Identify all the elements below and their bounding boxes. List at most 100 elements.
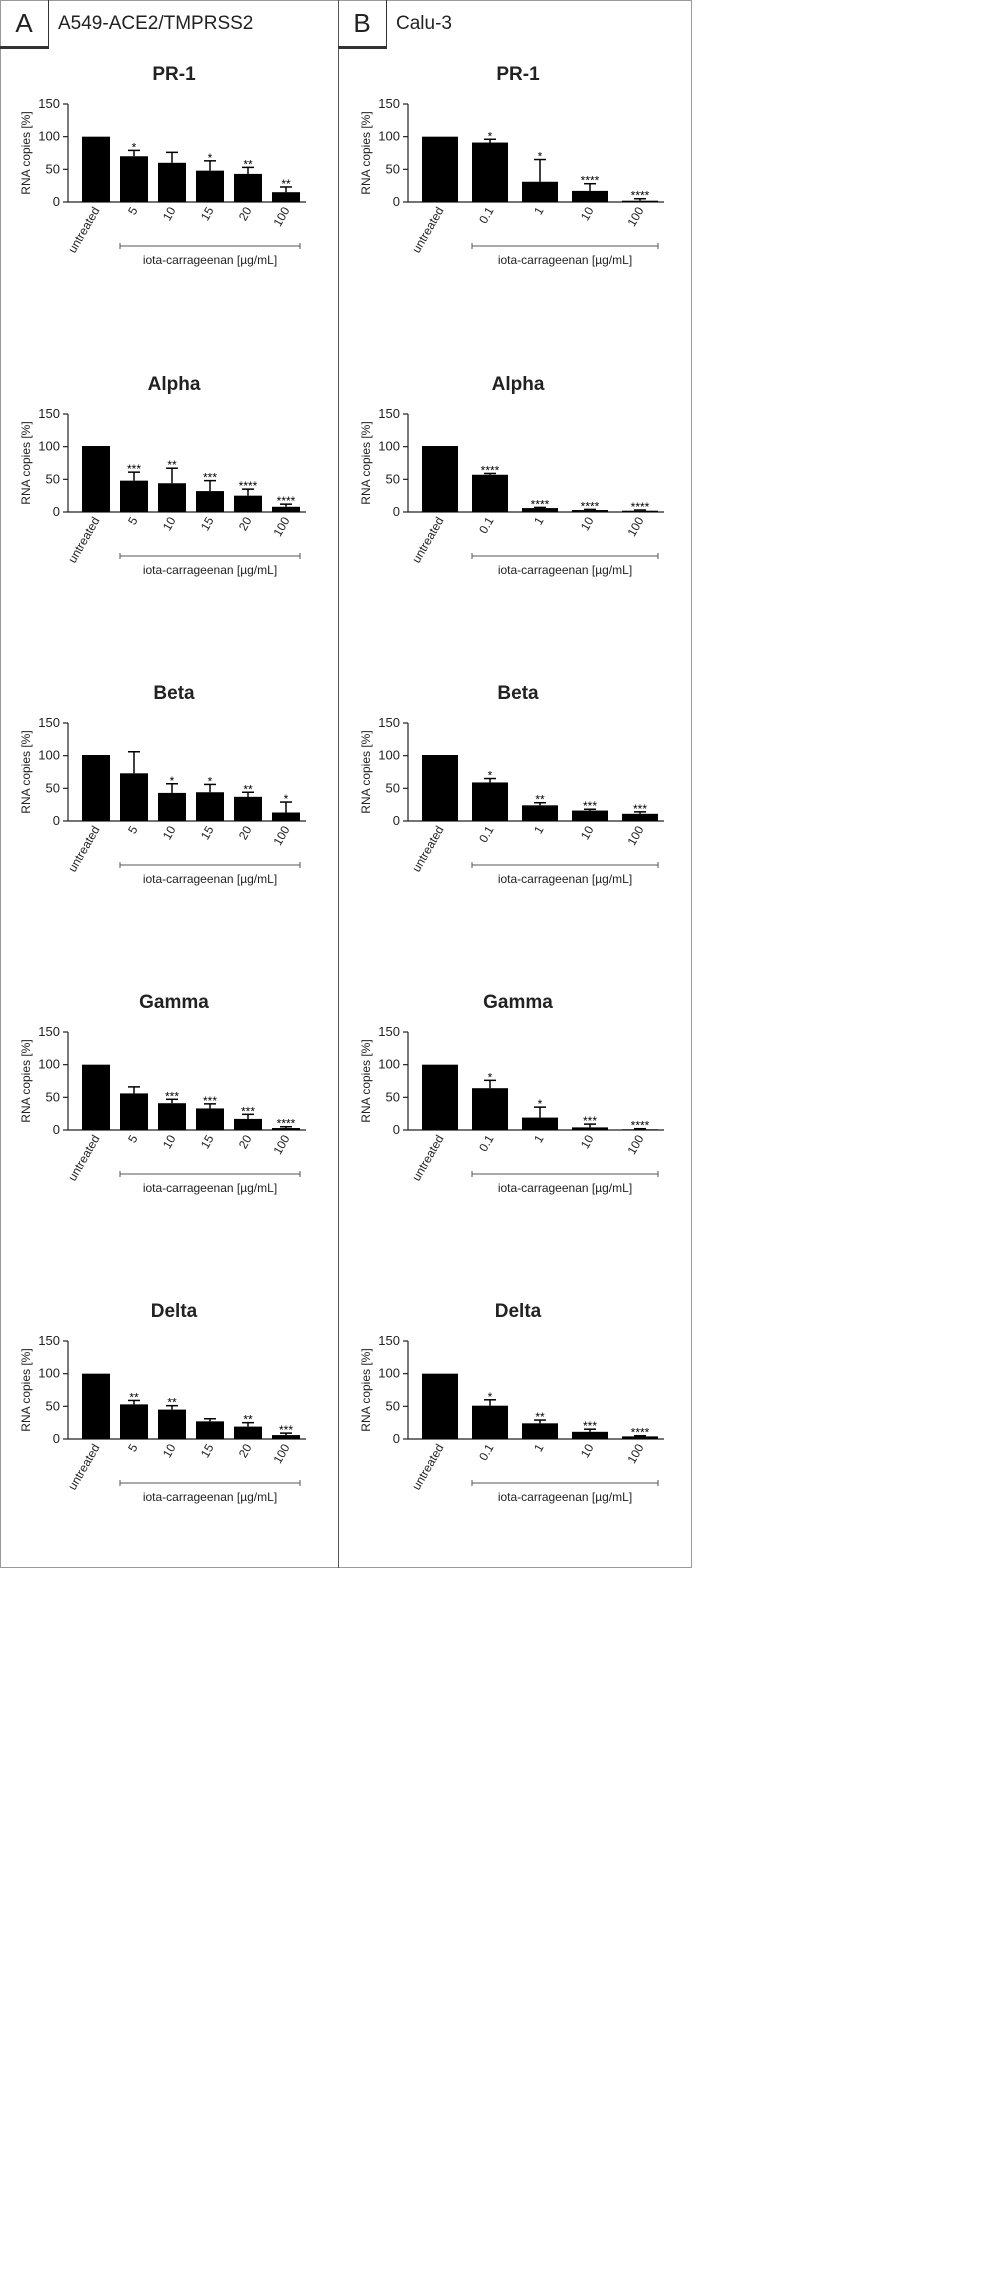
x-tick-label: 100 [270, 204, 292, 229]
x-tick-label: 5 [125, 1441, 141, 1454]
bar-15 [196, 792, 224, 821]
significance-marker: **** [277, 494, 296, 508]
x-tick-label: 5 [125, 1132, 141, 1145]
x-tick-label: 1 [531, 1441, 547, 1454]
panel-a-cell-line: A549-ACE2/TMPRSS2 [58, 13, 254, 34]
panel-a-header: A A549-ACE2/TMPRSS2 [0, 0, 338, 49]
bar-100 [272, 506, 300, 512]
bar-1 [522, 181, 558, 202]
x-tick-label: 0.1 [476, 1132, 497, 1154]
chart-b-1: Alpha RNA copies [%] 0 50 100 150 untreated ***… [359, 374, 664, 577]
bar-0.1 [472, 142, 508, 202]
x-axis-label: iota-carrageenan [µg/mL] [143, 563, 277, 577]
y-tick-label: 100 [38, 1366, 60, 1381]
x-tick-label: 20 [236, 823, 255, 842]
x-tick-label: untreated [65, 1133, 102, 1184]
bar-10 [572, 1431, 608, 1439]
x-axis-label: iota-carrageenan [µg/mL] [143, 253, 277, 267]
bar-untreated [422, 755, 458, 821]
chart-a-0: PR-1 RNA copies [%] 0 50 100 150 untreated * 5 10… [19, 64, 306, 267]
significance-marker: * [208, 151, 213, 165]
x-tick-label: 1 [531, 1132, 547, 1145]
x-tick-label: 10 [160, 514, 179, 533]
bar-100 [622, 1129, 658, 1130]
bar-15 [196, 1108, 224, 1130]
y-tick-label: 0 [393, 1122, 400, 1137]
bar-10 [158, 1409, 186, 1439]
bar-20 [234, 495, 262, 512]
bar-0.1 [472, 1405, 508, 1439]
x-tick-label: 5 [125, 823, 141, 836]
x-tick-label: untreated [65, 1442, 102, 1493]
chart-title: Gamma [483, 992, 553, 1013]
panel-a-letter: A [0, 0, 49, 49]
bar-5 [120, 1093, 148, 1130]
x-tick-label: untreated [409, 1442, 446, 1493]
bar-100 [272, 192, 300, 202]
significance-marker: *** [633, 802, 647, 816]
significance-marker: **** [277, 1117, 296, 1131]
y-tick-label: 0 [53, 1431, 60, 1446]
y-tick-label: 50 [386, 471, 400, 486]
x-tick-label: 100 [270, 1132, 292, 1157]
x-tick-label: 0.1 [476, 514, 497, 536]
bar-1 [522, 1117, 558, 1130]
y-tick-label: 150 [38, 406, 60, 421]
y-tick-label: 50 [46, 1089, 60, 1104]
x-tick-label: 20 [236, 204, 255, 223]
bar-100 [272, 1128, 300, 1130]
x-tick-label: 15 [198, 204, 217, 223]
y-tick-label: 50 [46, 161, 60, 176]
x-tick-label: 100 [270, 823, 292, 848]
significance-marker: **** [581, 499, 600, 513]
bar-100 [622, 510, 658, 512]
significance-marker: ** [281, 177, 291, 191]
y-axis-label: RNA copies [%] [359, 111, 373, 194]
bar-5 [120, 773, 148, 821]
y-axis-label: RNA copies [%] [359, 421, 373, 504]
bar-5 [120, 480, 148, 512]
bar-0.1 [472, 782, 508, 821]
bar-untreated [82, 136, 110, 202]
y-tick-label: 100 [378, 1057, 400, 1072]
y-tick-label: 100 [38, 129, 60, 144]
bar-1 [522, 1423, 558, 1439]
bar-10 [158, 162, 186, 202]
y-tick-label: 0 [53, 813, 60, 828]
x-tick-label: 10 [160, 823, 179, 842]
x-tick-label: 100 [624, 514, 646, 539]
x-tick-label: 10 [578, 1132, 597, 1151]
bar-10 [158, 1103, 186, 1130]
panel-b-header: B Calu-3 [338, 0, 692, 49]
bar-10 [158, 483, 186, 512]
chart-title: PR-1 [152, 64, 196, 85]
x-tick-label: untreated [65, 824, 102, 875]
bar-20 [234, 796, 262, 821]
significance-marker: **** [581, 174, 600, 188]
y-tick-label: 150 [378, 96, 400, 111]
y-tick-label: 150 [38, 96, 60, 111]
y-axis-label: RNA copies [%] [359, 1348, 373, 1431]
significance-marker: *** [203, 1094, 217, 1108]
bar-100 [622, 813, 658, 821]
y-tick-label: 0 [53, 194, 60, 209]
bar-1 [522, 508, 558, 512]
y-tick-label: 50 [46, 780, 60, 795]
y-tick-label: 0 [53, 504, 60, 519]
significance-marker: * [208, 774, 213, 788]
chart-title: Alpha [148, 374, 201, 395]
x-tick-label: 0.1 [476, 823, 497, 845]
bar-5 [120, 1404, 148, 1439]
chart-title: PR-1 [496, 64, 540, 85]
y-axis-label: RNA copies [%] [19, 1039, 33, 1122]
x-tick-label: untreated [409, 515, 446, 566]
significance-marker: *** [583, 1114, 597, 1128]
y-tick-label: 100 [38, 748, 60, 763]
y-tick-label: 100 [378, 129, 400, 144]
bar-100 [622, 200, 658, 202]
chart-title: Alpha [492, 374, 545, 395]
x-tick-label: 15 [198, 514, 217, 533]
bar-untreated [82, 446, 110, 512]
x-axis-label: iota-carrageenan [µg/mL] [143, 872, 277, 886]
